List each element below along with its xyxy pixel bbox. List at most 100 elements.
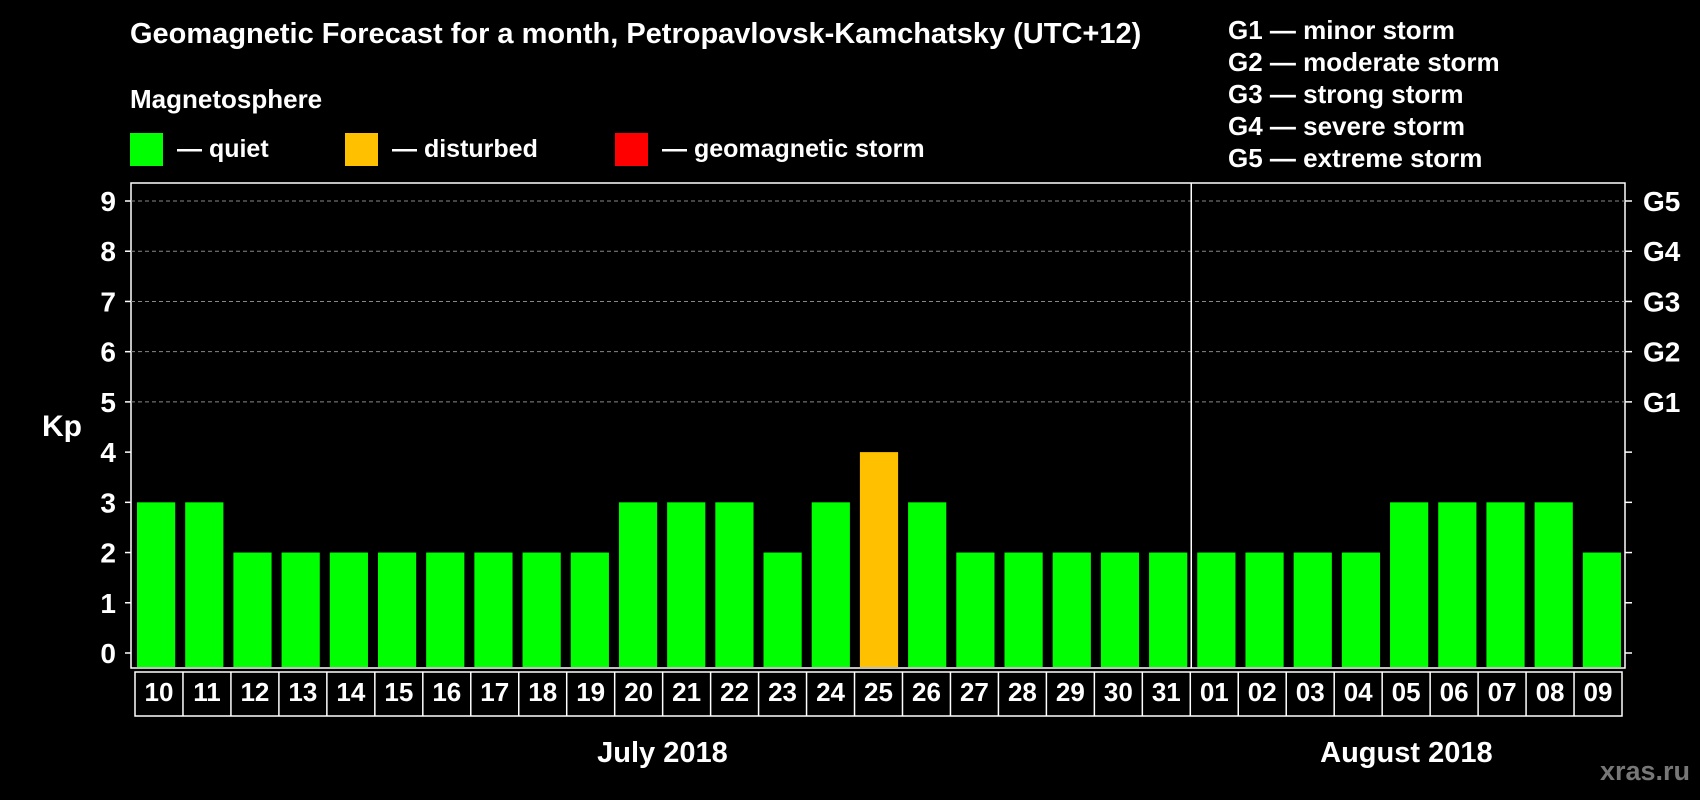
y-tick-label: 3: [100, 487, 116, 518]
day-label: 25: [864, 677, 893, 707]
bar: [281, 552, 320, 667]
storm-scale-g3: G3 — strong storm: [1228, 79, 1464, 109]
y-tick-label: 4: [100, 437, 116, 468]
day-label: 23: [768, 677, 797, 707]
storm-level-label: G2: [1643, 337, 1680, 368]
day-label-frame: [134, 671, 1623, 717]
storm-scale-g5: G5 — extreme storm: [1228, 143, 1483, 173]
legend-item-quiet: — quiet: [130, 133, 269, 166]
bar: [329, 552, 368, 667]
y-tick-label: 7: [100, 286, 116, 317]
day-label: 18: [528, 677, 557, 707]
bar: [185, 502, 224, 667]
bar: [570, 552, 609, 667]
day-label: 10: [145, 677, 174, 707]
legend-item-disturbed: — disturbed: [345, 133, 538, 166]
day-label: 14: [336, 677, 365, 707]
y-tick-label: 9: [100, 186, 116, 217]
bar: [1293, 552, 1332, 667]
bar: [1486, 502, 1525, 667]
day-label: 07: [1488, 677, 1517, 707]
bar: [618, 502, 658, 667]
storm-scale-g4: G4 — severe storm: [1228, 111, 1466, 141]
y-tick-label: 2: [100, 538, 116, 569]
bar: [1100, 552, 1140, 667]
bar: [1052, 552, 1091, 667]
day-label: 13: [288, 677, 317, 707]
bar: [1390, 502, 1429, 667]
y-axis-label: Kp: [42, 410, 82, 443]
storm-level-label: G5: [1643, 186, 1680, 217]
day-label: 19: [576, 677, 605, 707]
bar: [1534, 502, 1573, 667]
month-label-july: July 2018: [597, 737, 728, 769]
y-tick-label: 6: [100, 337, 116, 368]
bar: [1582, 552, 1621, 667]
bar: [137, 502, 176, 667]
y-tick-label: 5: [100, 387, 116, 418]
legend-swatch-storm: [615, 133, 648, 166]
storm-scale-legend: G1 — minor storm G2 — moderate storm G3 …: [1228, 14, 1500, 174]
bar: [1197, 552, 1236, 667]
day-label: 28: [1008, 677, 1037, 707]
day-label: 12: [240, 677, 269, 707]
legend-label-quiet: — quiet: [177, 135, 269, 163]
bar: [522, 552, 561, 667]
bar: [811, 502, 850, 667]
bar: [956, 552, 995, 667]
bar: [859, 452, 899, 667]
legend-label-disturbed: — disturbed: [392, 135, 538, 163]
day-label: 21: [672, 677, 701, 707]
storm-scale-g1: G1 — minor storm: [1228, 15, 1455, 45]
legend-swatch-disturbed: [345, 133, 378, 166]
storm-scale-g2: G2 — moderate storm: [1228, 47, 1500, 77]
bar: [1004, 552, 1043, 667]
day-label: 29: [1056, 677, 1085, 707]
day-label: 20: [624, 677, 653, 707]
bar: [1341, 552, 1381, 667]
day-label: 27: [960, 677, 989, 707]
day-label: 11: [193, 677, 221, 707]
bar: [908, 502, 947, 667]
chart-title: Geomagnetic Forecast for a month, Petrop…: [130, 18, 1142, 50]
legend-swatch-quiet: [130, 133, 163, 166]
storm-level-label: G1: [1643, 387, 1680, 418]
day-label: 09: [1584, 677, 1613, 707]
bar: [1245, 552, 1284, 667]
day-label: 15: [384, 677, 413, 707]
day-label: 08: [1536, 677, 1565, 707]
bar: [1149, 552, 1188, 667]
y-tick-label: 8: [100, 236, 116, 267]
bar: [1438, 502, 1477, 667]
storm-level-label: G4: [1643, 236, 1681, 267]
watermark: xras.ru: [1599, 756, 1690, 786]
day-label: 17: [480, 677, 509, 707]
bar: [715, 502, 754, 667]
day-label: 02: [1248, 677, 1277, 707]
day-label: 26: [912, 677, 941, 707]
storm-level-label: G3: [1643, 286, 1680, 317]
legend-item-storm: — geomagnetic storm: [615, 133, 925, 166]
day-label: 30: [1104, 677, 1133, 707]
bar: [377, 552, 417, 667]
bar: [667, 502, 706, 667]
day-label: 04: [1344, 677, 1373, 707]
bar: [474, 552, 513, 667]
day-label: 01: [1200, 677, 1229, 707]
plot-frame: [130, 182, 1626, 669]
legend-label-storm: — geomagnetic storm: [662, 135, 925, 163]
bar: [763, 552, 802, 667]
day-label: 05: [1392, 677, 1421, 707]
month-label-august: August 2018: [1320, 737, 1493, 769]
day-label: 06: [1440, 677, 1469, 707]
day-label: 22: [720, 677, 749, 707]
bar: [426, 552, 465, 667]
day-label: 31: [1152, 677, 1181, 707]
day-label: 03: [1296, 677, 1325, 707]
day-label: 24: [816, 677, 845, 707]
legend-heading: Magnetosphere: [130, 84, 323, 114]
day-label: 16: [432, 677, 461, 707]
y-tick-label: 1: [100, 588, 116, 619]
bar: [233, 552, 272, 667]
